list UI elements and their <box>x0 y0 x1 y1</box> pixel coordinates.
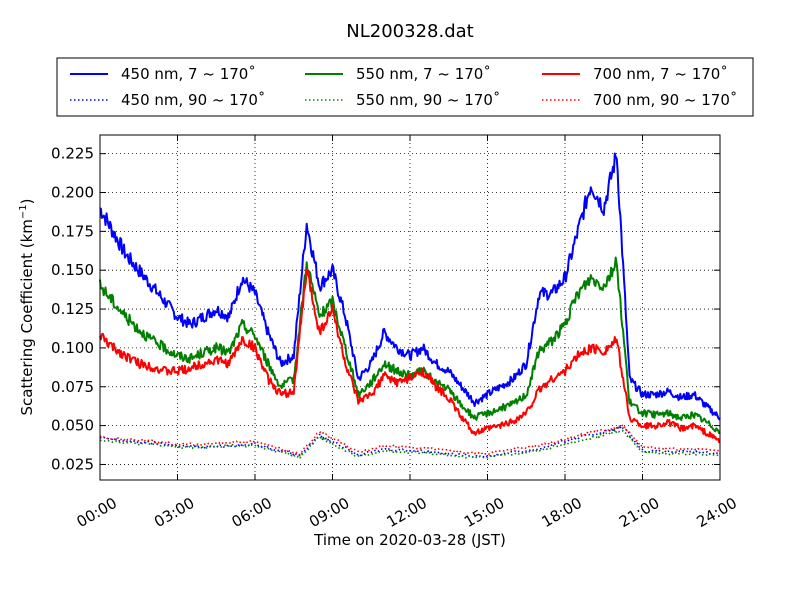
series-line-0 <box>99 152 721 421</box>
y-tick-label: 0.200 <box>51 184 94 202</box>
legend-label-1: 450 nm, 90 ~ 170˚ <box>121 91 265 109</box>
y-tick-label: 0.075 <box>51 378 94 396</box>
y-tick-label: 0.175 <box>51 222 94 240</box>
x-tick-label: 03:00 <box>151 494 197 531</box>
x-tick-label: 15:00 <box>461 494 507 531</box>
legend: 450 nm, 7 ~ 170˚ 450 nm, 90 ~ 170˚ 550 nm,… <box>56 57 754 117</box>
x-tick-label: 24:00 <box>694 494 740 531</box>
legend-label-4: 700 nm, 7 ~ 170˚ <box>593 65 728 83</box>
y-axis-ticks: 0.025 0.050 0.075 0.100 0.125 0.150 0.175 0.200… <box>51 145 720 473</box>
chart-title: NL200328.dat <box>346 21 473 42</box>
y-axis-label-end: ) <box>18 198 36 204</box>
legend-label-3: 550 nm, 90 ~ 170˚ <box>356 91 500 109</box>
grid-lines <box>100 135 720 480</box>
legend-label-2: 550 nm, 7 ~ 170˚ <box>356 65 491 83</box>
y-axis-label: Scattering Coefficient (km−1) <box>18 198 36 415</box>
legend-box <box>56 57 754 117</box>
y-axis-label-main: Scattering Coefficient (km <box>18 219 36 415</box>
x-tick-label: 00:00 <box>74 494 120 531</box>
x-tick-label: 06:00 <box>229 494 275 531</box>
x-tick-label: 09:00 <box>306 494 352 531</box>
y-tick-label: 0.125 <box>51 300 94 318</box>
y-tick-label: 0.025 <box>51 455 94 473</box>
y-tick-label: 0.225 <box>51 145 94 163</box>
x-axis-ticks: 00:00 03:00 06:00 09:00 12:00 15:00 18:00 21:00… <box>74 135 740 531</box>
series-line-5 <box>99 423 721 456</box>
series-line-4 <box>99 268 721 444</box>
x-axis-label: Time on 2020-03-28 (JST) <box>313 531 506 549</box>
series-line-3 <box>100 429 721 459</box>
legend-entries: 450 nm, 7 ~ 170˚ 450 nm, 90 ~ 170˚ 550 nm,… <box>70 65 737 109</box>
x-tick-label: 21:00 <box>616 494 662 531</box>
x-tick-label: 12:00 <box>384 494 430 531</box>
plot-series <box>99 152 721 459</box>
y-tick-label: 0.050 <box>51 417 94 435</box>
legend-label-0: 450 nm, 7 ~ 170˚ <box>121 65 256 83</box>
y-tick-label: 0.150 <box>51 261 94 279</box>
y-tick-label: 0.100 <box>51 339 94 357</box>
y-axis-label-sup: −1 <box>18 204 29 219</box>
legend-label-5: 700 nm, 90 ~ 170˚ <box>593 91 737 109</box>
x-tick-label: 18:00 <box>539 494 585 531</box>
series-line-1 <box>99 425 721 459</box>
